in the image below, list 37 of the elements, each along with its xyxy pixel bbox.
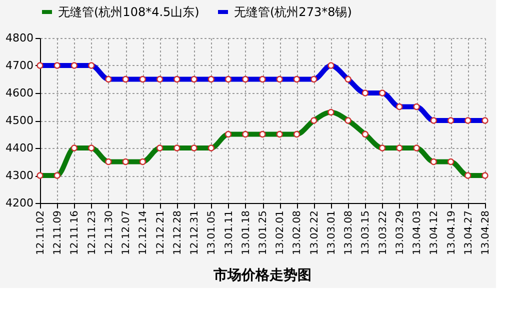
x-tick-label: 13.01.18 <box>240 210 252 256</box>
x-tick-label: 12.12.31 <box>190 210 201 256</box>
x-tick-label: 13.04.03 <box>412 210 424 256</box>
y-tick-label: 4500 <box>6 114 34 127</box>
x-tick-label: 13.03.22 <box>378 210 389 256</box>
y-tick-label: 4300 <box>6 169 34 182</box>
legend-label: 无缝管(杭州273*8锡) <box>234 5 352 19</box>
y-tick-label: 4200 <box>6 196 34 210</box>
x-tick-label: 13.04.12 <box>429 210 440 256</box>
x-tick-label: 13.04.27 <box>463 210 474 256</box>
x-tick-label: 13.03.15 <box>360 210 372 256</box>
x-tick-label: 13.01.25 <box>258 210 269 256</box>
legend-label: 无缝管(杭州108*4.5山东) <box>58 5 200 19</box>
y-tick-label: 4600 <box>6 86 34 100</box>
x-tick-label: 12.12.14 <box>138 210 150 256</box>
text: 市场价格走势图 <box>212 266 312 284</box>
x-tick-label: 13.01.11 <box>224 210 235 256</box>
x-tick-label: 12.11.16 <box>70 210 81 256</box>
x-tick-label: 12.12.07 <box>121 210 132 256</box>
x-tick-label: 12.11.09 <box>52 210 64 256</box>
x-tick-label: 13.02.22 <box>309 210 320 256</box>
x-tick-label: 12.11.23 <box>86 210 98 256</box>
x-tick-label: 13.02.01 <box>275 210 286 256</box>
x-tick-label: 13.03.08 <box>344 210 355 256</box>
y-tick-label: 4800 <box>6 32 34 44</box>
x-tick-label: 13.01.05 <box>206 210 218 256</box>
x-tick-label: 12.11.02 <box>36 210 46 256</box>
x-tick-label: 13.02.08 <box>292 210 304 256</box>
x-tick-label: 12.11.30 <box>104 210 115 256</box>
x-tick-label: 13.04.28 <box>480 210 492 256</box>
x-tick-label: 13.04.19 <box>446 210 458 256</box>
x-tick-label: 13.03.01 <box>326 210 338 256</box>
x-tick-label: 13.03.29 <box>394 210 406 256</box>
x-tick-label: 12.12.21 <box>155 210 166 256</box>
y-tick-label: 4700 <box>6 59 34 72</box>
y-tick-label: 4400 <box>6 142 34 154</box>
x-tick-label: 12.12.28 <box>172 210 184 256</box>
